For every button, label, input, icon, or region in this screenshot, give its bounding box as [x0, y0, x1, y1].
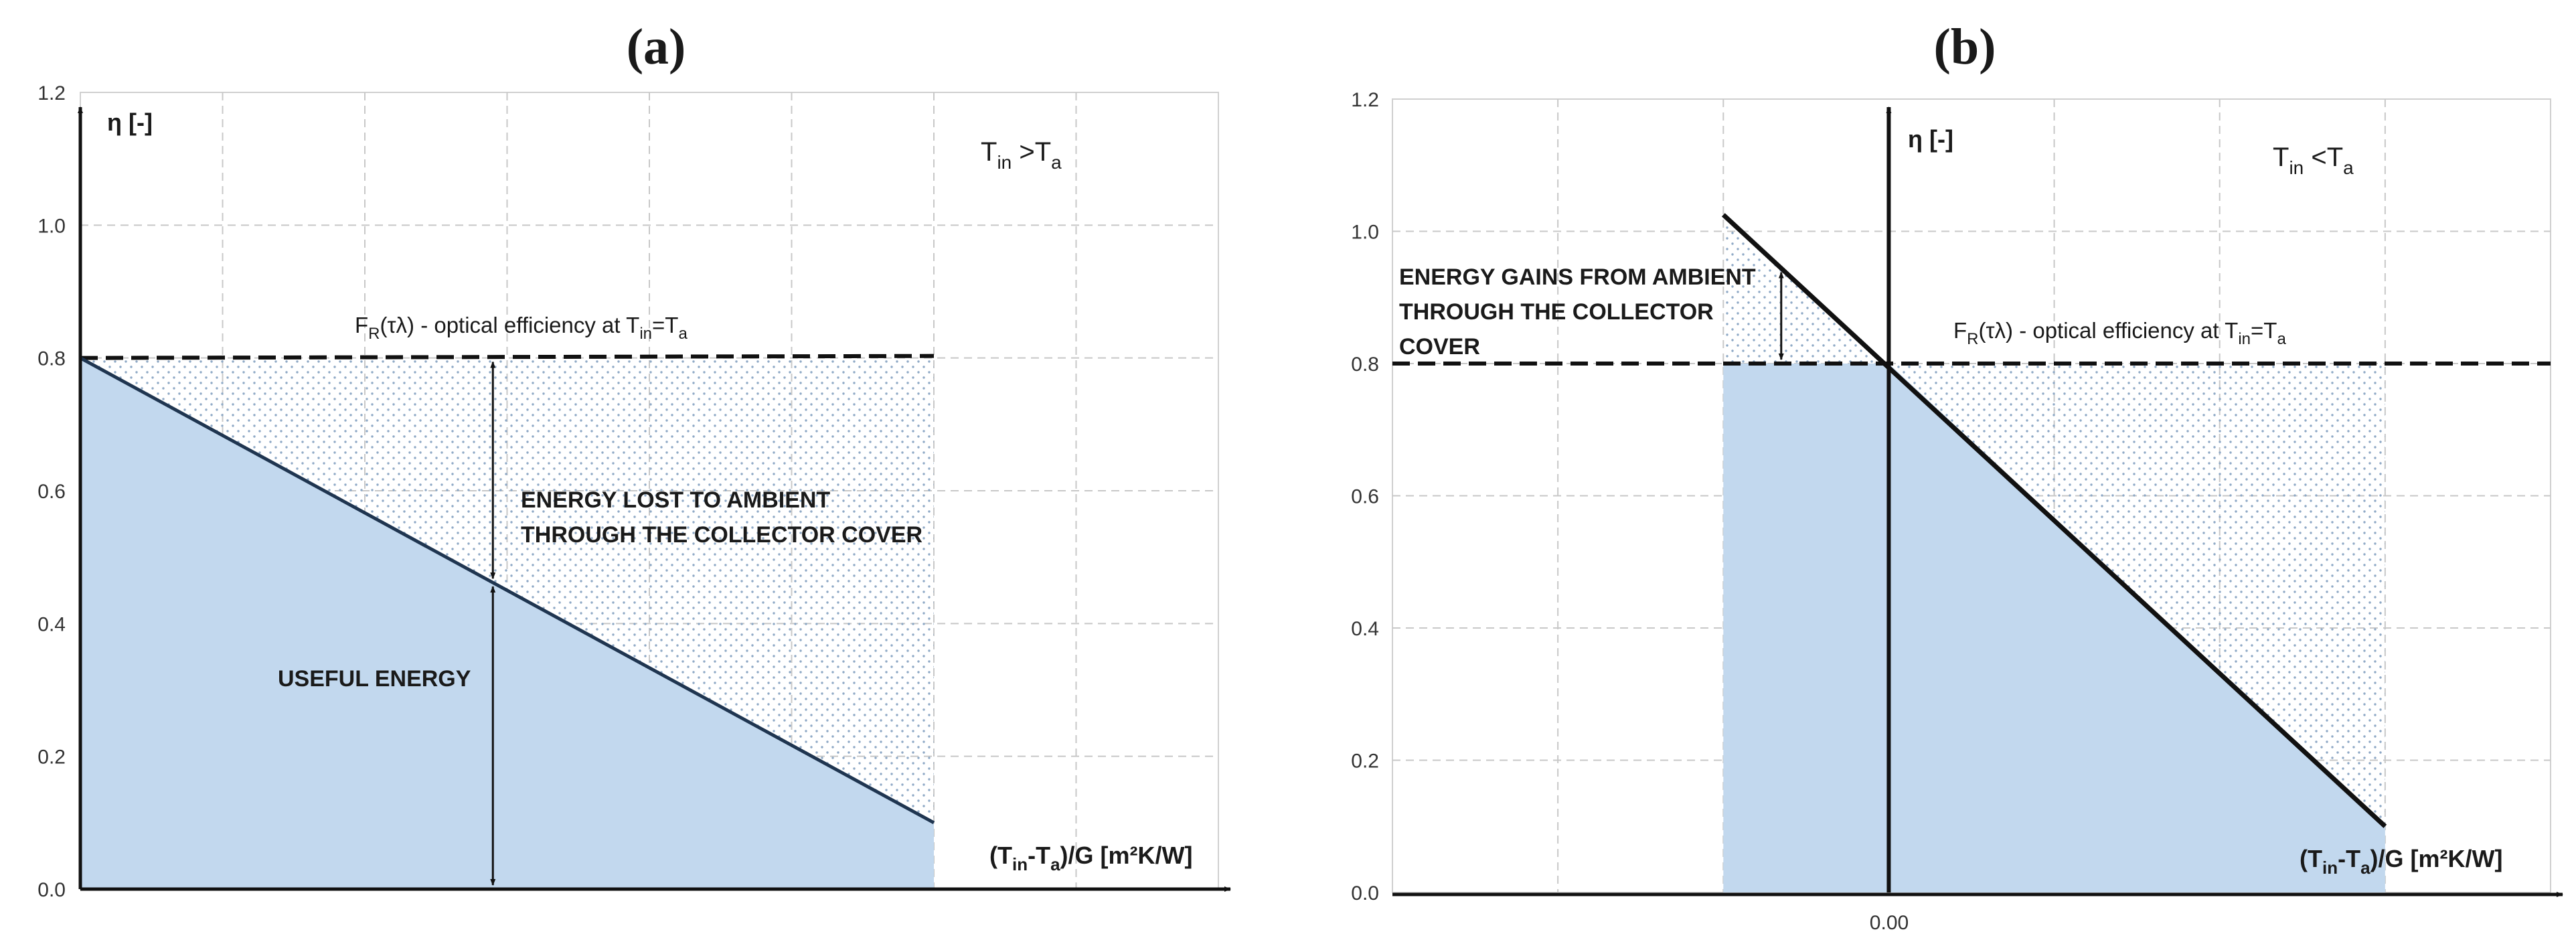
- panel-b-x-tick-0: 0.00: [1870, 912, 1909, 934]
- y-tick-label: 0.4: [37, 613, 66, 635]
- panel-b-title: (b): [1934, 19, 1996, 75]
- y-tick-label: 0.4: [1351, 618, 1379, 640]
- y-tick-label: 0.2: [1351, 751, 1379, 773]
- panel-b-condition: Tin <Ta: [2273, 143, 2354, 178]
- panel-a-condition: Tin >Ta: [981, 137, 1062, 173]
- panel-a-useful-energy-label: USEFUL ENERGY: [278, 666, 471, 692]
- panel-a-marks: [78, 106, 1231, 892]
- panel-a-energy-lost-line1: ENERGY LOST TO AMBIENT: [521, 487, 830, 513]
- panel-b-y-ticks: 0.0 0.2 0.4 0.6 0.8 1.0 1.2: [1351, 89, 1379, 904]
- y-tick-label: 0.2: [37, 746, 66, 769]
- y-tick-label: 0.0: [37, 879, 66, 901]
- y-tick-label: 1.0: [37, 215, 66, 237]
- y-tick-label: 0.0: [1351, 882, 1379, 904]
- panel-a-title: (a): [627, 19, 686, 75]
- y-tick-label: 0.6: [1351, 486, 1379, 508]
- y-tick-label: 0.6: [37, 481, 66, 503]
- panel-a-y-ticks: 0.0 0.2 0.4 0.6 0.8 1.0 1.2: [37, 82, 66, 901]
- efficiency-line: [79, 356, 935, 825]
- optical-efficiency-line: [80, 353, 935, 360]
- panel-b-x-axis-label: (Tin-Ta)/G [m²K/W]: [2300, 845, 2503, 878]
- y-tick-label: 1.2: [1351, 89, 1379, 111]
- panel-a-y-axis-label: η [-]: [107, 108, 153, 136]
- panel-a-fills: [80, 358, 934, 889]
- panel-a: (a) 0.00.20.40.60.81.01.2 η [-] Tin >Ta …: [37, 19, 1231, 901]
- panel-b-marks: [1392, 106, 2563, 897]
- panel-b-energy-gains-line1: ENERGY GAINS FROM AMBIENT: [1399, 264, 1756, 290]
- panel-b-energy-gains-line2: THROUGH THE COLLECTOR: [1399, 299, 1714, 325]
- panel-b-optical-label: FR(τλ) - optical efficiency at Tin=Ta: [1953, 318, 2286, 348]
- y-tick-label: 1.2: [37, 82, 66, 104]
- panel-a-x-axis-label: (Tin-Ta)/G [m²K/W]: [989, 842, 1193, 874]
- panel-a-energy-lost-line2: THROUGH THE COLLECTOR COVER: [521, 522, 922, 548]
- panel-b-y-axis-label: η [-]: [1908, 125, 1953, 153]
- useful-energy-area: [80, 358, 934, 889]
- panel-a-optical-label: FR(τλ) - optical efficiency at Tin=Ta: [355, 313, 688, 343]
- y-tick-label: 0.8: [1351, 353, 1379, 376]
- panel-b: (b) 0.00.20.40.60.81.01.2 η [-] Tin <Ta …: [1351, 19, 2563, 934]
- panel-b-energy-gains-line3: COVER: [1399, 334, 1480, 360]
- y-tick-label: 1.0: [1351, 222, 1379, 244]
- y-tick-label: 0.8: [37, 348, 66, 370]
- efficiency-line: [1721, 213, 2387, 828]
